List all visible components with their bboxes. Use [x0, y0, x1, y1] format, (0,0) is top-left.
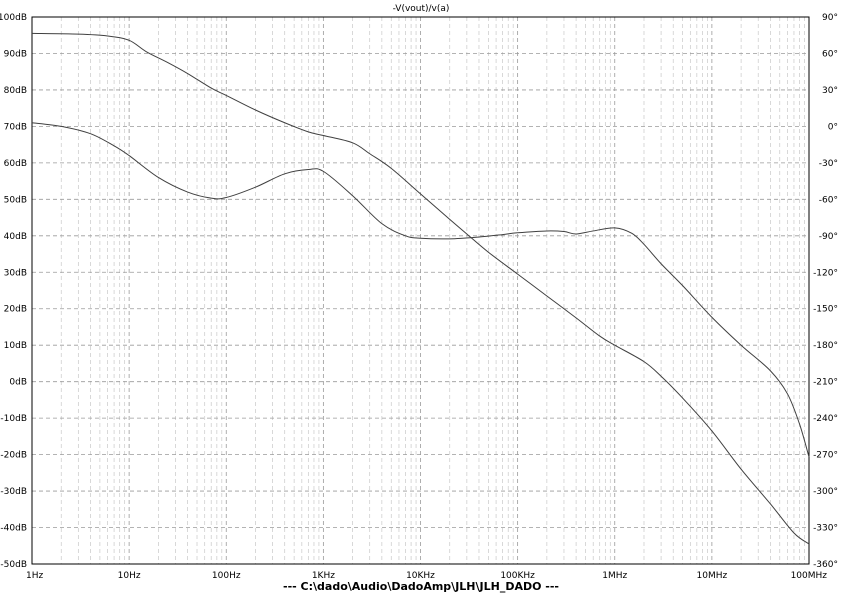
grid: [31, 16, 810, 565]
x-tick-label: 1Hz: [26, 571, 43, 581]
y-left-tick-label: 90dB: [4, 49, 27, 59]
y-right-tick-label: 90°: [822, 13, 838, 23]
y-left-tick-label: -30dB: [0, 487, 27, 497]
y-right-tick-label: -360°: [813, 560, 838, 570]
plot-title: -V(vout)/v(a): [393, 4, 450, 14]
y-right-tick-label: -270°: [813, 451, 838, 461]
y-right-tick-label: -180°: [813, 341, 838, 351]
y-right-tick-label: -300°: [813, 487, 838, 497]
x-tick-label: 1MHz: [602, 571, 627, 581]
y-left-tick-label: 10dB: [4, 341, 27, 351]
file-path-footer: --- C:\dado\Audio\DadoAmp\JLH\JLH_DADO -…: [283, 580, 559, 593]
y-right-tick-label: -240°: [813, 414, 838, 424]
plot-frame: [31, 16, 810, 565]
y-left-tick-label: -10dB: [0, 414, 27, 424]
y-right-tick-label: -90°: [819, 232, 838, 242]
magnitude-trace: [31, 32, 810, 545]
y-left-tick-label: 100dB: [0, 13, 27, 23]
y-right-tick-label: -330°: [813, 524, 838, 534]
x-tick-label: 100KHz: [500, 571, 535, 581]
y-right-tick-label: -30°: [819, 159, 838, 169]
y-left-tick-label: -20dB: [0, 451, 27, 461]
y-left-tick-label: 40dB: [4, 232, 27, 242]
phase-trace: [31, 122, 810, 458]
y-left-tick-label: -50dB: [0, 560, 27, 570]
y-right-tick-label: 30°: [822, 86, 838, 96]
y-left-tick-label: -40dB: [0, 524, 27, 534]
tick-labels: 1Hz 10Hz 100Hz 1KHz 10KHz 100KHz 1MHz 10MHz 100M…: [0, 13, 838, 581]
y-right-tick-label: -210°: [813, 378, 838, 388]
x-tick-label: 100Hz: [212, 571, 241, 581]
x-tick-label: 1KHz: [312, 571, 335, 581]
y-left-tick-label: 20dB: [4, 305, 27, 315]
x-tick-label: 10MHz: [697, 571, 728, 581]
y-left-tick-label: 70dB: [4, 122, 27, 132]
y-left-tick-label: 60dB: [4, 159, 27, 169]
y-right-tick-label: 0°: [828, 122, 838, 132]
x-tick-label: 100MHz: [791, 571, 828, 581]
y-left-tick-label: 0dB: [9, 378, 27, 388]
y-left-tick-label: 80dB: [4, 86, 27, 96]
traces: [31, 32, 810, 545]
y-right-tick-label: -150°: [813, 305, 838, 315]
x-tick-label: 10Hz: [118, 571, 141, 581]
y-right-tick-label: -60°: [819, 195, 838, 205]
y-left-tick-label: 50dB: [4, 195, 27, 205]
y-right-tick-label: 60°: [822, 49, 838, 59]
y-left-tick-label: 30dB: [4, 268, 27, 278]
y-right-tick-label: -120°: [813, 268, 838, 278]
x-tick-label: 10KHz: [406, 571, 435, 581]
